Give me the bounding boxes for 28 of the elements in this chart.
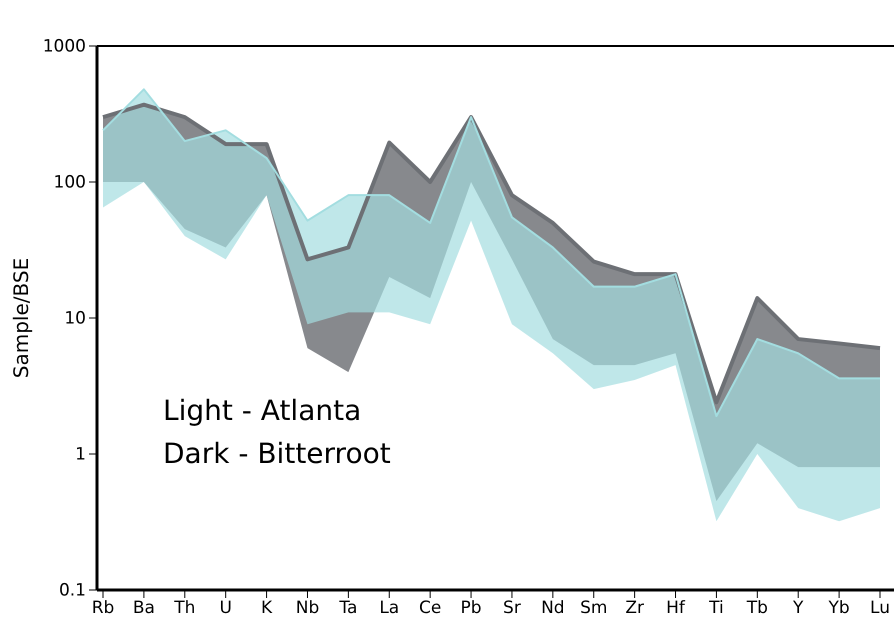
x-tick-label: Ce [418,598,442,618]
annotation: Light - Atlanta [163,394,362,427]
annotation: Dark - Bitterroot [163,437,391,470]
y-tick-label: 1000 [42,36,86,56]
x-tick-label: Sr [503,598,521,618]
x-tick-label: Y [792,598,804,618]
x-tick-label: Pb [460,598,482,618]
x-tick-label: Ba [132,598,155,618]
x-tick-label: Zr [625,598,644,618]
x-tick-label: Ta [338,598,358,618]
x-tick-label: Nd [541,598,565,618]
y-tick-label: 0.1 [58,580,86,600]
x-tick-label: Tb [746,598,768,618]
y-tick-label: 1 [75,444,86,464]
x-tick-label: Th [173,598,196,618]
x-tick-label: Hf [666,598,686,618]
x-tick-label: K [261,598,273,618]
x-tick-label: U [219,598,232,618]
x-tick-label: Yb [828,598,850,618]
x-tick-label: Lu [870,598,890,618]
x-tick-label: Sm [580,598,608,618]
x-tick-label: La [379,598,400,618]
x-tick-label: Rb [92,598,114,618]
y-axis-title: Sample/BSE [9,258,33,378]
y-tick-label: 100 [54,172,86,192]
x-tick-label: Nb [296,598,320,618]
y-tick-label: 10 [64,308,86,328]
x-tick-label: Ti [708,598,724,618]
